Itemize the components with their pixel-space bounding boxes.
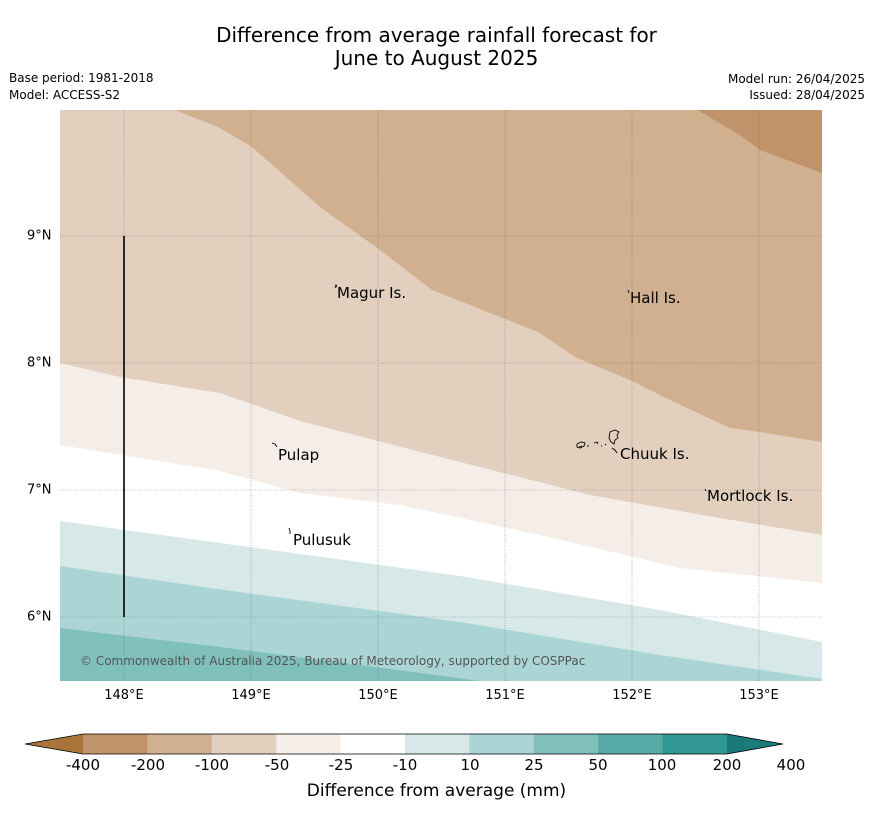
lon-tick-150e: 150°E (358, 688, 398, 703)
island-outlines (271, 283, 707, 534)
colorbar-segment (533, 734, 599, 754)
place-pulap-label: Pulap (278, 446, 320, 464)
place-mortlock-label: Mortlock Is. (707, 487, 794, 505)
map-title-line2: June to August 2025 (334, 46, 539, 70)
band-minus100-200 (697, 110, 822, 173)
colorbar-label: -200 (130, 756, 166, 774)
graticule (60, 110, 822, 681)
model-text: Model: ACCESS-S2 (9, 88, 121, 102)
model-run-text: Model run: 26/04/2025 (727, 72, 865, 86)
issued-text: Issued: 28/04/2025 (749, 88, 865, 102)
colorbar-extend-low (25, 734, 83, 754)
colorbar-title: Difference from average (mm) (306, 781, 567, 801)
lon-tick-151e: 151°E (485, 688, 525, 703)
band-minus50-100 (175, 110, 822, 442)
colorbar-segment (598, 734, 664, 754)
place-pulusuk-label: Pulusuk (293, 531, 351, 549)
lat-tick-8n: 8°N (27, 355, 52, 371)
lat-tick-7n: 7°N (27, 482, 52, 498)
rainfall-map (60, 110, 822, 681)
lon-tick-152e: 152°E (612, 688, 652, 703)
colorbar-extend-high (727, 734, 783, 754)
place-chuuk-label: Chuuk Is. (620, 445, 690, 463)
base-period-text: Base period: 1981-2018 (9, 71, 154, 85)
colorbar-label: 50 (588, 756, 608, 774)
colorbar-segment (405, 734, 470, 754)
colorbar-segment (211, 734, 277, 754)
lon-tick-153e: 153°E (739, 688, 779, 703)
colorbar-outline (25, 733, 784, 755)
colorbar-segment (276, 734, 342, 754)
colorbar-segment (340, 734, 406, 754)
colorbar-label: -100 (194, 756, 230, 774)
colorbar-label: 10 (460, 756, 480, 774)
copyright-text: © Commonwealth of Australia 2025, Bureau… (80, 654, 586, 668)
colorbar-label: -50 (264, 756, 290, 774)
colorbar-label: -10 (392, 756, 418, 774)
colorbar-label: 200 (712, 756, 742, 774)
colorbar-label: -400 (65, 756, 101, 774)
colorbar-label: -25 (328, 756, 354, 774)
lon-tick-149e: 149°E (231, 688, 271, 703)
colorbar-label: 100 (647, 756, 677, 774)
colorbar-segment (147, 734, 213, 754)
colorbar-segment (662, 734, 728, 754)
colorbar-segment (469, 734, 535, 754)
colorbar-segment (83, 734, 148, 754)
colorbar-label: 400 (776, 756, 806, 774)
lon-tick-148e: 148°E (104, 688, 144, 703)
lat-tick-9n: 9°N (27, 228, 52, 244)
map-title-line1: Difference from average rainfall forecas… (216, 23, 657, 47)
colorbar (25, 733, 784, 755)
place-hall-label: Hall Is. (630, 289, 681, 307)
lat-tick-6n: 6°N (27, 609, 52, 625)
place-magur-label: Magur Is. (337, 284, 407, 302)
colorbar-label: 25 (524, 756, 544, 774)
